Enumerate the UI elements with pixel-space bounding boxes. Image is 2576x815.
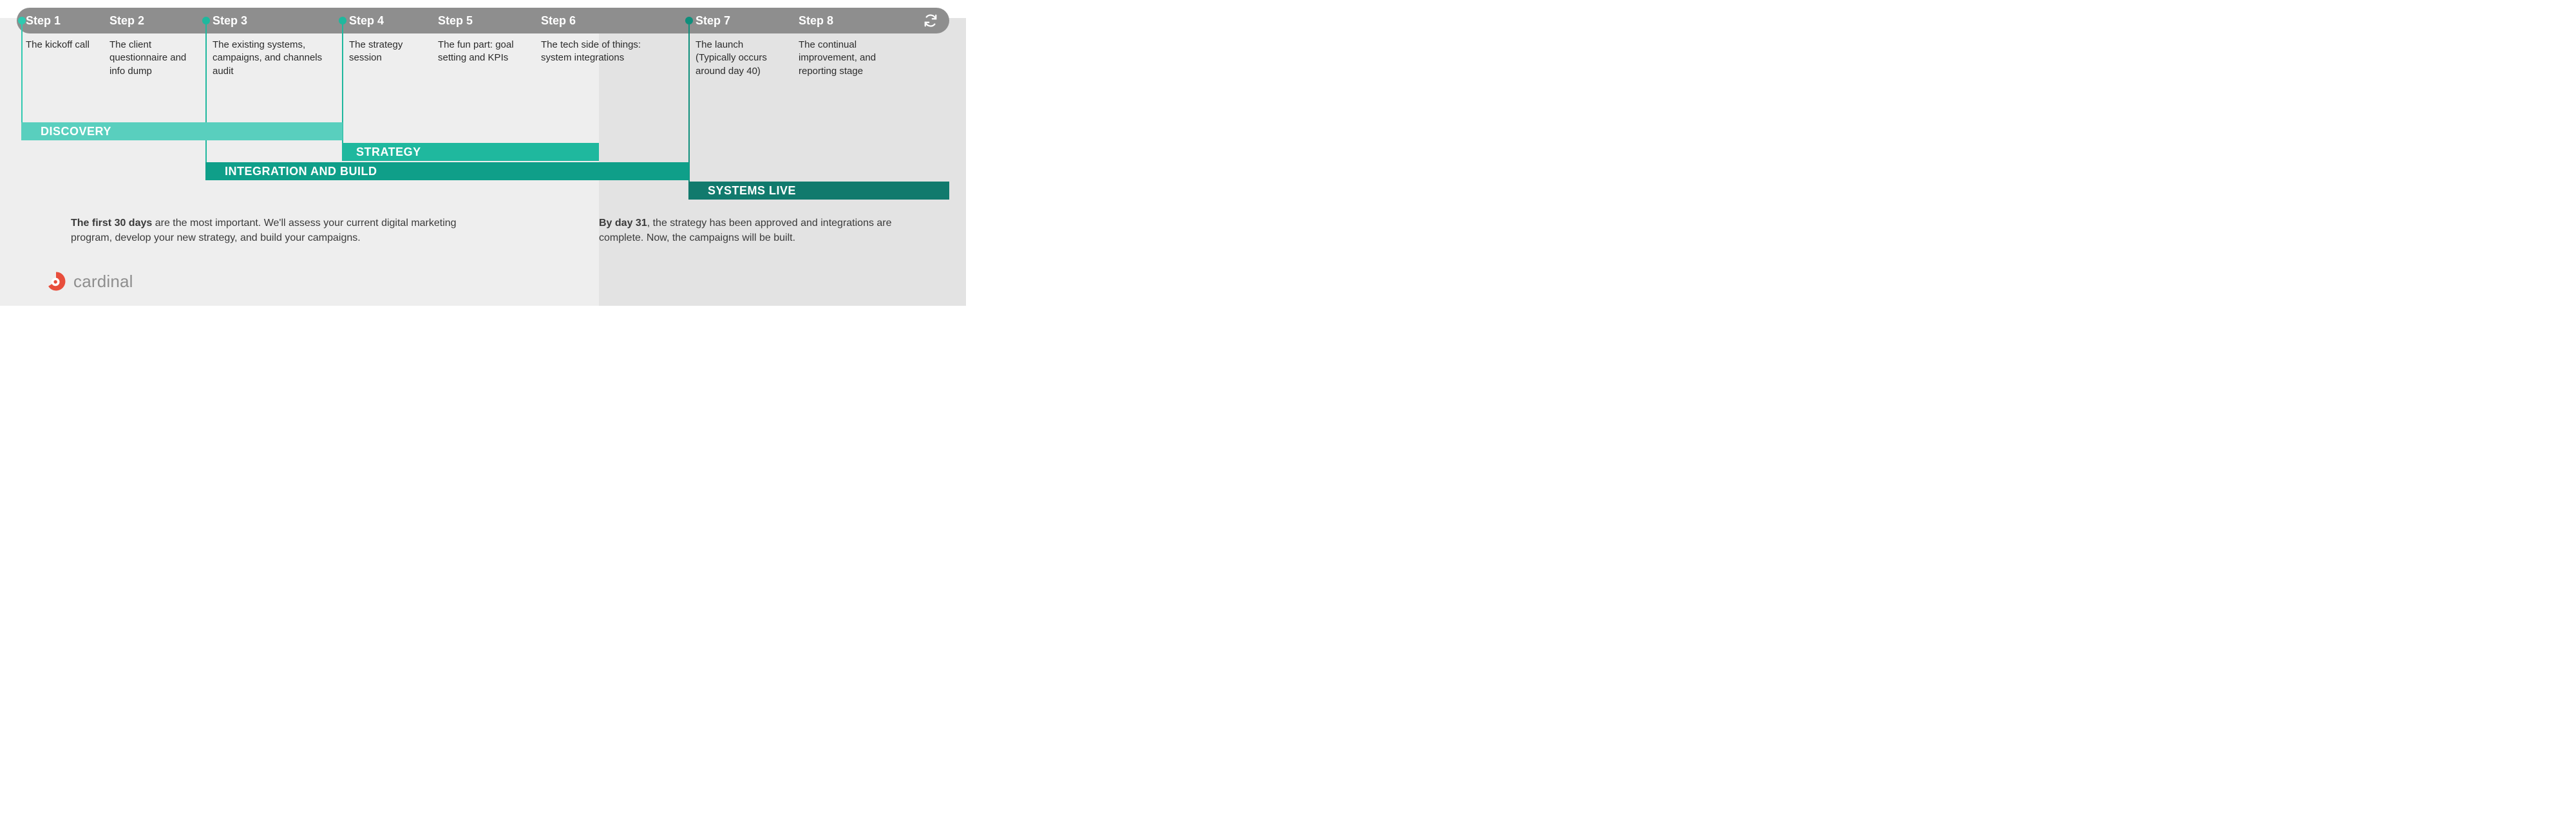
step-label: Step 8 xyxy=(799,8,833,33)
brand-logo-word: cardinal xyxy=(73,272,133,292)
step-column: The client questionnaire and info dump xyxy=(109,39,203,78)
step-label: Step 1 xyxy=(26,8,61,33)
step-label: Step 7 xyxy=(696,8,730,33)
step-description: The fun part: goal setting and KPIs xyxy=(438,39,535,65)
footnote-right-bold: By day 31 xyxy=(599,218,647,229)
timeline-infographic: Step 1 Step 2 Step 3 Step 4 Step 5 Step 6 Step… xyxy=(0,0,966,306)
step-label: Step 4 xyxy=(349,8,384,33)
step-label: Step 5 xyxy=(438,8,473,33)
timeline-marker-dot xyxy=(685,17,693,24)
step-column: The fun part: goal setting and KPIs xyxy=(438,39,535,65)
step-description: The tech side of things: system integrat… xyxy=(541,39,683,65)
brand-logo-mark-icon xyxy=(45,270,67,292)
footnote-left: The first 30 days are the most important… xyxy=(71,216,470,245)
timeline-marker-dot xyxy=(339,17,346,24)
step-column: The strategy session xyxy=(349,39,433,65)
step-label: Step 2 xyxy=(109,8,144,33)
step-description: The strategy session xyxy=(349,39,433,65)
phase-bar: DISCOVERY xyxy=(21,122,343,140)
timeline-marker-dot xyxy=(18,17,26,24)
step-column: The launch (Typically occurs around day … xyxy=(696,39,792,78)
step-column: The existing systems, campaigns, and cha… xyxy=(213,39,338,78)
refresh-icon xyxy=(923,14,938,28)
footnote-left-bold: The first 30 days xyxy=(71,218,152,229)
phase-bar: INTEGRATION AND BUILD xyxy=(205,162,689,180)
phase-bar: STRATEGY xyxy=(342,143,599,161)
step-description: The client questionnaire and info dump xyxy=(109,39,203,78)
timeline-header-bar: Step 1 Step 2 Step 3 Step 4 Step 5 Step 6 Step… xyxy=(17,8,949,33)
step-label: Step 3 xyxy=(213,8,247,33)
step-column: The tech side of things: system integrat… xyxy=(541,39,683,65)
phase-bar: SYSTEMS LIVE xyxy=(688,182,949,200)
footnote-right: By day 31, the strategy has been approve… xyxy=(599,216,921,245)
step-description: The kickoff call xyxy=(26,39,103,52)
step-column: The kickoff call xyxy=(26,39,103,52)
timeline-marker-dot xyxy=(202,17,210,24)
phase-connector-line xyxy=(205,24,207,180)
step-label: Step 6 xyxy=(541,8,576,33)
step-description: The existing systems, campaigns, and cha… xyxy=(213,39,338,78)
phase-connector-line xyxy=(342,24,343,161)
timeline-header-inner: Step 1 Step 2 Step 3 Step 4 Step 5 Step 6 Step… xyxy=(17,8,949,33)
brand-logo: cardinal xyxy=(45,270,133,292)
step-column: The continual improvement, and reporting… xyxy=(799,39,908,78)
step-description: The launch (Typically occurs around day … xyxy=(696,39,792,78)
step-description: The continual improvement, and reporting… xyxy=(799,39,908,78)
